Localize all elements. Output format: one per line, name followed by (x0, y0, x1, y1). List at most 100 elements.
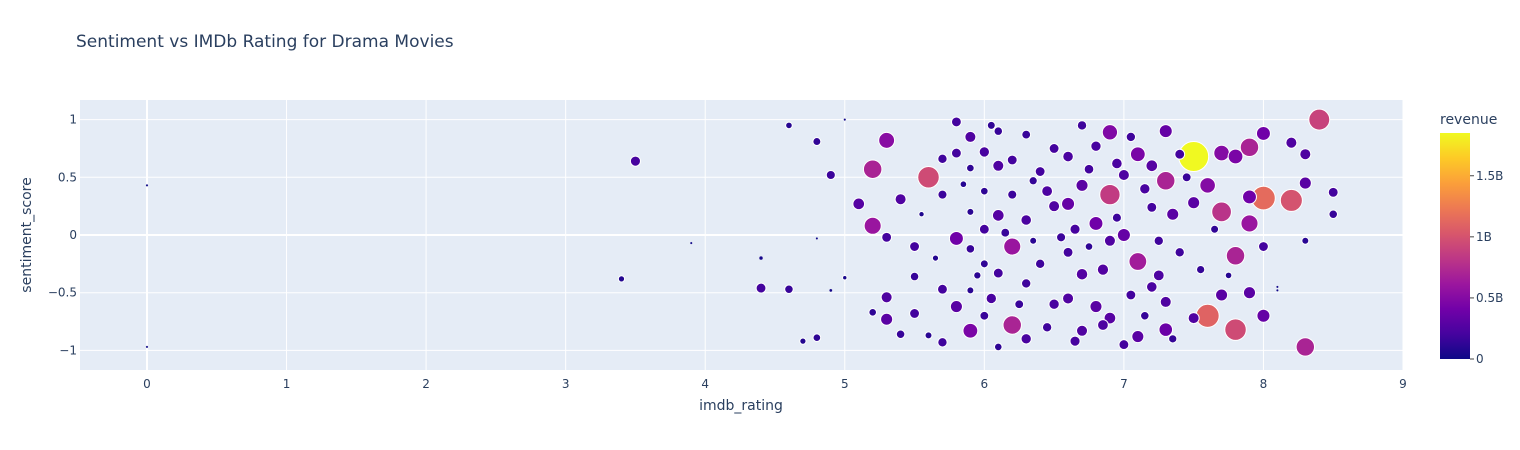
data-point[interactable] (1069, 223, 1081, 235)
data-point[interactable] (924, 331, 933, 340)
data-point[interactable] (950, 116, 962, 128)
data-point[interactable] (964, 130, 977, 143)
data-point[interactable] (918, 211, 925, 218)
data-point[interactable] (1069, 335, 1081, 347)
data-point[interactable] (1096, 263, 1110, 276)
data-point[interactable] (1199, 177, 1216, 194)
data-point[interactable] (1041, 185, 1054, 198)
data-point[interactable] (842, 274, 848, 281)
data-point[interactable] (1088, 215, 1104, 231)
data-point[interactable] (966, 163, 975, 173)
data-point[interactable] (1255, 125, 1271, 141)
data-point[interactable] (1308, 108, 1331, 131)
data-point[interactable] (1239, 137, 1260, 158)
data-point[interactable] (1007, 189, 1018, 200)
data-point[interactable] (1328, 209, 1338, 220)
data-point[interactable] (829, 288, 833, 293)
data-point[interactable] (1084, 242, 1094, 251)
data-point[interactable] (1129, 146, 1146, 163)
data-point[interactable] (1128, 252, 1148, 271)
data-point[interactable] (1014, 299, 1025, 310)
data-point[interactable] (758, 256, 764, 261)
data-point[interactable] (1158, 322, 1174, 337)
data-point[interactable] (1056, 232, 1067, 243)
data-point[interactable] (1048, 200, 1061, 213)
data-point[interactable] (1021, 278, 1032, 289)
data-point[interactable] (993, 342, 1003, 352)
data-point[interactable] (895, 329, 906, 340)
data-point[interactable] (815, 237, 819, 240)
data-point[interactable] (1256, 308, 1271, 323)
data-point[interactable] (145, 345, 149, 349)
data-point[interactable] (980, 186, 989, 196)
data-point[interactable] (1103, 234, 1116, 247)
data-point[interactable] (755, 282, 767, 294)
data-point[interactable] (1061, 196, 1076, 211)
data-point[interactable] (1240, 214, 1259, 233)
data-point[interactable] (948, 230, 964, 246)
data-point[interactable] (825, 169, 836, 181)
data-point[interactable] (1075, 268, 1089, 281)
data-point[interactable] (1187, 196, 1201, 210)
data-point[interactable] (1159, 295, 1172, 308)
data-point[interactable] (1242, 189, 1257, 205)
data-point[interactable] (1156, 171, 1176, 191)
data-point[interactable] (617, 275, 626, 283)
data-point[interactable] (1034, 258, 1046, 270)
data-point[interactable] (1187, 312, 1200, 325)
data-point[interactable] (868, 307, 878, 317)
data-point[interactable] (1097, 319, 1109, 331)
data-point[interactable] (1225, 246, 1246, 266)
data-point[interactable] (1076, 324, 1089, 337)
data-point[interactable] (862, 159, 883, 179)
data-point[interactable] (1125, 289, 1137, 301)
data-point[interactable] (1101, 124, 1119, 141)
data-point[interactable] (1146, 281, 1158, 293)
data-point[interactable] (812, 333, 822, 343)
data-point[interactable] (1146, 201, 1158, 213)
data-point[interactable] (1168, 334, 1178, 344)
data-point[interactable] (1227, 148, 1244, 165)
data-point[interactable] (992, 159, 1005, 172)
data-point[interactable] (1152, 269, 1165, 282)
data-point[interactable] (1299, 148, 1312, 161)
data-point[interactable] (909, 241, 920, 252)
data-point[interactable] (986, 120, 996, 130)
data-point[interactable] (629, 155, 641, 167)
data-point[interactable] (1181, 172, 1192, 183)
data-point[interactable] (1327, 186, 1339, 198)
data-point[interactable] (1048, 298, 1060, 310)
data-point[interactable] (950, 147, 962, 159)
data-point[interactable] (1090, 140, 1102, 152)
data-point[interactable] (1076, 120, 1088, 131)
data-point[interactable] (1195, 303, 1220, 328)
data-point[interactable] (1211, 201, 1232, 223)
data-point[interactable] (965, 244, 976, 254)
data-point[interactable] (1003, 237, 1022, 256)
data-point[interactable] (959, 180, 968, 189)
data-point[interactable] (894, 193, 907, 206)
data-point[interactable] (992, 267, 1004, 279)
data-point[interactable] (1174, 148, 1186, 160)
data-point[interactable] (1242, 286, 1257, 300)
data-point[interactable] (909, 308, 920, 319)
data-point[interactable] (1298, 176, 1312, 190)
data-point[interactable] (1034, 166, 1046, 177)
data-point[interactable] (1166, 207, 1180, 221)
data-point[interactable] (689, 241, 693, 245)
data-point[interactable] (1224, 318, 1247, 341)
data-point[interactable] (966, 286, 975, 295)
data-point[interactable] (880, 291, 893, 304)
data-point[interactable] (1215, 288, 1229, 302)
data-point[interactable] (784, 284, 794, 295)
data-point[interactable] (880, 312, 894, 326)
data-point[interactable] (1021, 129, 1032, 140)
data-point[interactable] (973, 271, 982, 280)
data-point[interactable] (1020, 333, 1032, 345)
data-point[interactable] (1118, 339, 1130, 351)
data-point[interactable] (1153, 235, 1164, 246)
data-point[interactable] (1285, 136, 1298, 149)
data-point[interactable] (785, 121, 793, 130)
data-point[interactable] (1279, 188, 1303, 212)
data-point[interactable] (1131, 329, 1145, 344)
